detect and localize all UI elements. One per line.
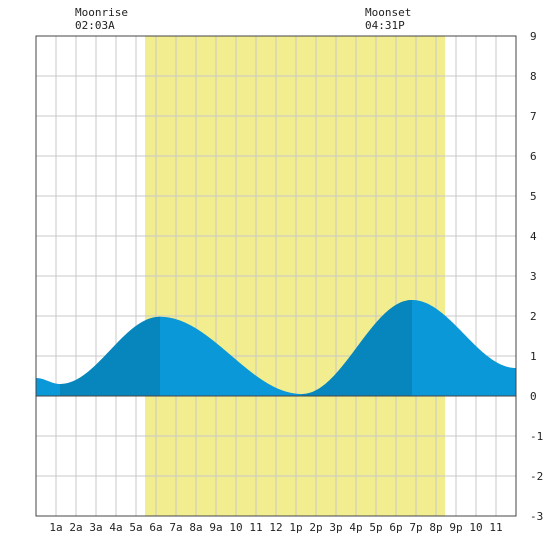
- x-tick-label: 11: [489, 521, 502, 534]
- x-tick-label: 2a: [69, 521, 82, 534]
- plot-frame: [35, 35, 517, 517]
- y-tick-label: 0: [530, 390, 537, 403]
- moonrise-label: Moonrise: [75, 6, 128, 19]
- x-tick-label: 1p: [289, 521, 302, 534]
- y-tick-label: 8: [530, 70, 537, 83]
- x-tick-label: 3p: [329, 521, 342, 534]
- x-tick-label: 9a: [209, 521, 222, 534]
- x-tick-label: 5p: [369, 521, 382, 534]
- x-tick-label: 11: [249, 521, 262, 534]
- moonset-time: 04:31P: [365, 19, 405, 32]
- x-tick-label: 7p: [409, 521, 422, 534]
- y-tick-label: 9: [530, 30, 537, 43]
- y-tick-label: 4: [530, 230, 537, 243]
- x-tick-label: 6p: [389, 521, 402, 534]
- x-tick-label: 4a: [109, 521, 122, 534]
- x-tick-label: 2p: [309, 521, 322, 534]
- y-tick-label: 6: [530, 150, 537, 163]
- x-tick-label: 5a: [129, 521, 142, 534]
- y-tick-label: 3: [530, 270, 537, 283]
- y-tick-label: -2: [530, 470, 543, 483]
- y-tick-label: -1: [530, 430, 543, 443]
- moonrise-time: 02:03A: [75, 19, 115, 32]
- x-tick-label: 4p: [349, 521, 362, 534]
- y-tick-label: 7: [530, 110, 537, 123]
- y-tick-label: 5: [530, 190, 537, 203]
- x-tick-label: 7a: [169, 521, 182, 534]
- y-tick-label: 2: [530, 310, 537, 323]
- moonset-label: Moonset: [365, 6, 411, 19]
- y-tick-label: 1: [530, 350, 537, 363]
- tide-rising-segment: [60, 316, 160, 396]
- x-tick-label: 10: [469, 521, 482, 534]
- x-tick-label: 12: [269, 521, 282, 534]
- tide-rising-segment: [302, 300, 412, 396]
- x-tick-label: 8a: [189, 521, 202, 534]
- x-tick-label: 8p: [429, 521, 442, 534]
- x-tick-label: 1a: [49, 521, 62, 534]
- x-tick-label: 6a: [149, 521, 162, 534]
- x-tick-label: 9p: [449, 521, 462, 534]
- x-tick-label: 10: [229, 521, 242, 534]
- y-tick-label: -3: [530, 510, 543, 523]
- x-tick-label: 3a: [89, 521, 102, 534]
